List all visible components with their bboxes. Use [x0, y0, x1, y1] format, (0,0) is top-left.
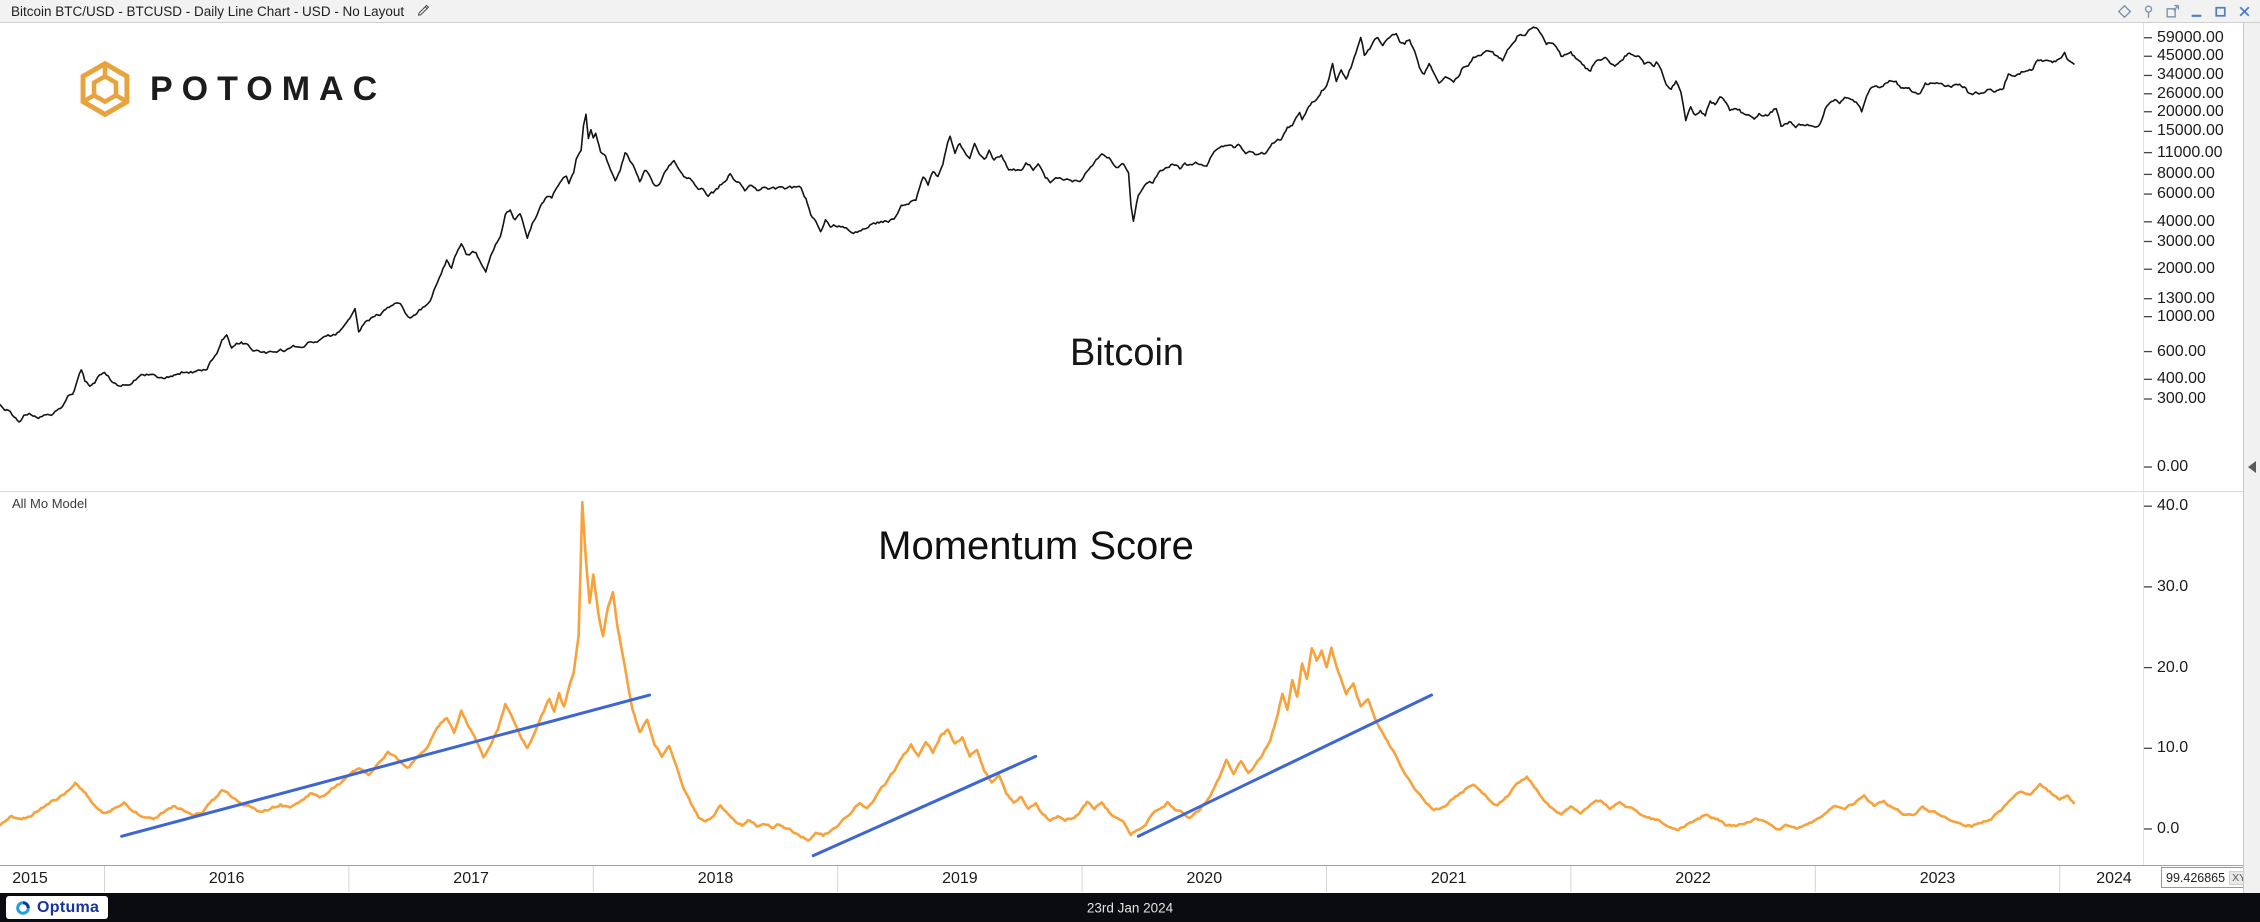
x-axis-label: 2017: [453, 870, 489, 887]
x-axis-label: 2020: [1186, 870, 1223, 887]
maximize-icon[interactable]: [2213, 4, 2228, 19]
potomac-logo: POTOMAC: [76, 58, 386, 120]
x-axis-label: 2022: [1675, 870, 1711, 887]
popout-icon[interactable]: [2165, 4, 2180, 19]
collapse-arrow-icon[interactable]: [2248, 461, 2256, 473]
y-axis-label: 0.00: [2157, 458, 2189, 475]
y-axis-label: 40.0: [2157, 497, 2189, 515]
titlebar: Bitcoin BTC/USD - BTCUSD - Daily Line Ch…: [0, 0, 2260, 23]
y-axis-label: 0.0: [2157, 820, 2180, 837]
x-axis-label: 2024: [2096, 870, 2132, 887]
y-axis-label: 34000.00: [2157, 66, 2224, 84]
y-axis-label: 30.0: [2157, 577, 2189, 595]
y-axis-label: 3000.00: [2157, 232, 2215, 250]
trendline-1[interactable]: [120, 693, 652, 838]
potomac-wordmark: POTOMAC: [150, 69, 387, 108]
edit-title-icon[interactable]: [416, 2, 430, 21]
trendline-3[interactable]: [1136, 693, 1434, 838]
optuma-wordmark: Optuma: [37, 898, 100, 916]
cursor-date: 23rd Jan 2024: [1086, 900, 1174, 915]
cursor-value: 99.426865: [2166, 870, 2226, 885]
status-bar: Optuma 23rd Jan 2024: [0, 893, 2260, 922]
x-axis-label: 2015: [12, 870, 48, 887]
price-line[interactable]: [0, 26, 2075, 423]
x-axis-label: 2023: [1919, 870, 1956, 887]
optuma-logo[interactable]: Optuma: [6, 896, 109, 919]
optuma-icon: [16, 900, 30, 915]
minimize-icon[interactable]: [2189, 4, 2204, 19]
x-axis-label: 2016: [208, 870, 245, 887]
y-axis-label: 600.00: [2157, 342, 2206, 360]
y-axis-label: 59000.00: [2157, 28, 2224, 46]
price-panel-label: Bitcoin: [1069, 332, 1185, 374]
y-axis-label: 1300.00: [2157, 289, 2215, 307]
side-panel-handle[interactable]: [2243, 23, 2260, 893]
x-axis-label: 2019: [942, 870, 978, 887]
y-axis-label: 400.00: [2157, 370, 2206, 388]
y-axis-label: 10.0: [2157, 739, 2189, 757]
y-axis-label: 8000.00: [2157, 165, 2215, 183]
y-axis-label: 6000.00: [2157, 185, 2215, 203]
y-axis-label: 1000.00: [2157, 307, 2215, 325]
y-axis-label: 11000.00: [2157, 143, 2223, 161]
trendline-2[interactable]: [811, 754, 1038, 858]
momentum-panel-label: Momentum Score: [878, 524, 1194, 568]
y-axis-label: 26000.00: [2157, 84, 2224, 102]
cursor-value-box: 99.426865 XY: [2161, 867, 2255, 888]
pin-icon[interactable]: [2141, 4, 2156, 19]
close-icon[interactable]: [2237, 4, 2252, 19]
y-axis-label: 20.0: [2157, 658, 2189, 676]
y-axis-label: 4000.00: [2157, 212, 2215, 230]
y-axis-label: 300.00: [2157, 390, 2206, 407]
y-axis-label: 45000.00: [2157, 47, 2224, 65]
chart-title: Bitcoin BTC/USD - BTCUSD - Daily Line Ch…: [11, 3, 405, 19]
potomac-hexagon-icon: [80, 60, 130, 118]
x-axis-label: 2018: [697, 870, 734, 887]
y-axis-label: 20000.00: [2157, 102, 2224, 120]
titlebar-buttons: [2117, 0, 2252, 22]
y-axis-label: 2000.00: [2157, 260, 2215, 278]
momentum-line[interactable]: [0, 500, 2076, 842]
y-axis-label: 15000.00: [2157, 122, 2224, 140]
x-axis-label: 2021: [1430, 870, 1467, 887]
diamond-icon[interactable]: [2117, 4, 2132, 19]
momentum-model-label: All Mo Model: [12, 496, 88, 511]
